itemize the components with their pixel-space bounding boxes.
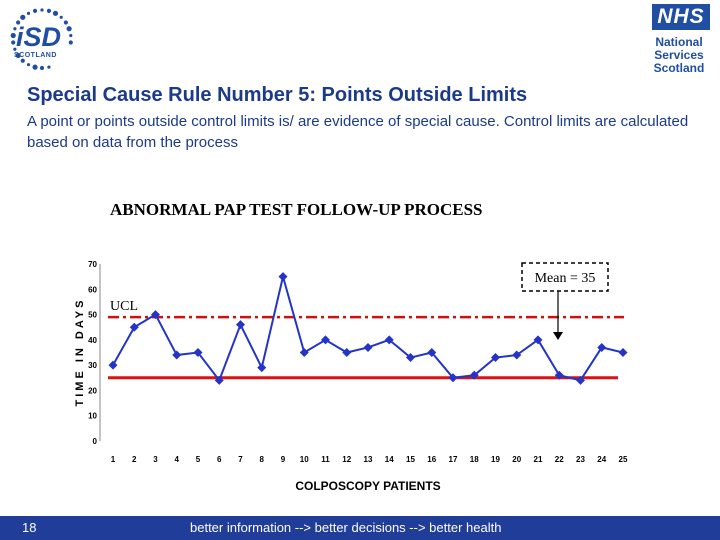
y-axis-label: TIME IN DAYS bbox=[74, 298, 86, 407]
x-tick-label: 21 bbox=[534, 455, 543, 464]
y-tick-label: 0 bbox=[93, 437, 98, 446]
ucl-label: UCL bbox=[110, 299, 138, 314]
x-tick-label: 23 bbox=[576, 455, 585, 464]
x-tick-label: 16 bbox=[427, 455, 436, 464]
data-point bbox=[427, 348, 437, 357]
isd-dot-ring-icon bbox=[10, 8, 73, 71]
x-tick-label: 13 bbox=[364, 455, 373, 464]
x-tick-label: 15 bbox=[406, 455, 415, 464]
nhs-logo: NHS National Services Scotland bbox=[636, 4, 716, 80]
nhs-line-2: Services bbox=[654, 48, 704, 62]
data-point bbox=[236, 320, 245, 330]
x-tick-label: 19 bbox=[491, 455, 500, 464]
annotation-arrow-head bbox=[553, 332, 563, 340]
footer-bar: 18 better information --> better decisio… bbox=[0, 516, 720, 540]
data-point bbox=[618, 348, 628, 357]
x-tick-label: 14 bbox=[385, 455, 394, 464]
x-tick-label: 9 bbox=[281, 455, 286, 464]
data-point bbox=[172, 350, 182, 360]
x-tick-label: 1 bbox=[111, 455, 116, 464]
data-point bbox=[108, 360, 118, 370]
x-tick-label: 7 bbox=[238, 455, 243, 464]
data-point bbox=[214, 375, 224, 385]
data-point bbox=[491, 353, 500, 363]
x-tick-label: 18 bbox=[470, 455, 479, 464]
x-tick-label: 25 bbox=[619, 455, 628, 464]
data-point bbox=[576, 375, 585, 385]
data-point bbox=[406, 353, 415, 363]
data-point bbox=[554, 370, 564, 380]
x-tick-label: 10 bbox=[300, 455, 309, 464]
isd-logo-text: iSD bbox=[16, 22, 62, 52]
data-point bbox=[342, 348, 352, 357]
data-point bbox=[129, 322, 139, 332]
x-tick-label: 20 bbox=[512, 455, 521, 464]
isd-logo: iSD SCOTLAND bbox=[4, 6, 84, 72]
data-point bbox=[533, 335, 543, 345]
chart-title: ABNORMAL PAP TEST FOLLOW-UP PROCESS bbox=[110, 200, 483, 219]
y-tick-label: 50 bbox=[88, 311, 97, 320]
data-point bbox=[597, 342, 607, 352]
y-tick-label: 20 bbox=[88, 386, 97, 395]
x-tick-label: 4 bbox=[175, 455, 180, 464]
y-tick-label: 60 bbox=[88, 285, 97, 294]
nhs-line-3: Scotland bbox=[653, 61, 705, 75]
nhs-line-1: National bbox=[655, 35, 703, 49]
x-tick-label: 8 bbox=[260, 455, 265, 464]
data-point bbox=[384, 335, 394, 345]
slide-title: Special Cause Rule Number 5: Points Outs… bbox=[27, 84, 528, 106]
x-tick-label: 12 bbox=[342, 455, 351, 464]
x-tick-label: 22 bbox=[555, 455, 564, 464]
mean-annotation-box bbox=[521, 262, 609, 292]
data-point bbox=[193, 348, 203, 357]
y-tick-labels: 0 10 20 30 40 50 60 70 bbox=[88, 260, 97, 446]
data-point bbox=[278, 272, 288, 282]
data-point bbox=[469, 370, 479, 380]
data-point bbox=[512, 350, 522, 360]
data-point bbox=[299, 348, 309, 357]
x-axis-label: COLPOSCOPY PATIENTS bbox=[295, 479, 440, 493]
y-tick-label: 40 bbox=[88, 336, 97, 345]
x-tick-label: 11 bbox=[321, 455, 330, 464]
x-tick-label: 24 bbox=[597, 455, 606, 464]
data-point bbox=[151, 310, 160, 320]
x-tick-label: 17 bbox=[449, 455, 458, 464]
slide-description: A point or points outside control limits… bbox=[27, 113, 689, 151]
isd-logo-subtext: SCOTLAND bbox=[14, 52, 57, 59]
mean-annotation-label: Mean = 35 bbox=[535, 271, 596, 286]
data-point bbox=[363, 342, 373, 352]
data-point bbox=[257, 363, 267, 373]
x-tick-label: 5 bbox=[196, 455, 201, 464]
data-point bbox=[448, 373, 458, 383]
x-tick-label: 3 bbox=[153, 455, 158, 464]
y-tick-label: 10 bbox=[88, 412, 97, 421]
series-line bbox=[112, 276, 624, 383]
x-tick-label: 2 bbox=[132, 455, 137, 464]
nhs-badge: NHS bbox=[652, 4, 710, 30]
x-tick-label: 6 bbox=[217, 455, 222, 464]
x-tick-labels: 1 2 3 4 5 6 7 8 9 10 11 12 13 14 15 16 17 18 19 20 21 22 23 24 2… bbox=[111, 455, 628, 464]
data-point bbox=[321, 335, 330, 345]
y-tick-label: 30 bbox=[88, 361, 97, 370]
page-number: 18 bbox=[22, 520, 37, 535]
data-points bbox=[108, 272, 628, 385]
y-tick-label: 70 bbox=[88, 260, 97, 269]
footer-tagline: better information --> better decisions … bbox=[190, 520, 502, 535]
